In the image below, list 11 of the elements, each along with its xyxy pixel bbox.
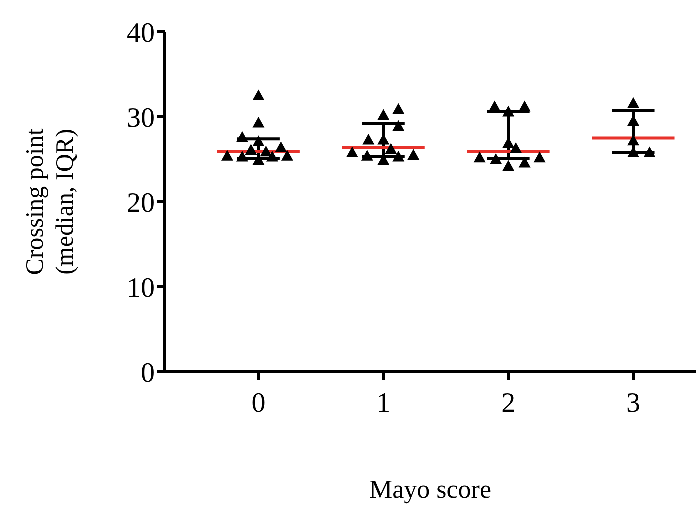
y-tick-label: 10 — [127, 272, 155, 304]
x-tick-label: 1 — [376, 388, 391, 419]
x-axis-title: Mayo score — [369, 475, 492, 504]
y-tick-label: 0 — [141, 358, 155, 389]
y-axis-title: Crossing point (median, IQR) — [22, 128, 79, 276]
x-tick-label: 3 — [626, 388, 641, 419]
x-tick-label: 2 — [502, 388, 516, 419]
y-tick-label: 30 — [127, 102, 155, 134]
y-tick-label: 40 — [127, 18, 155, 49]
y-tick-label: 20 — [127, 188, 155, 219]
x-tick-label: 0 — [252, 388, 266, 419]
